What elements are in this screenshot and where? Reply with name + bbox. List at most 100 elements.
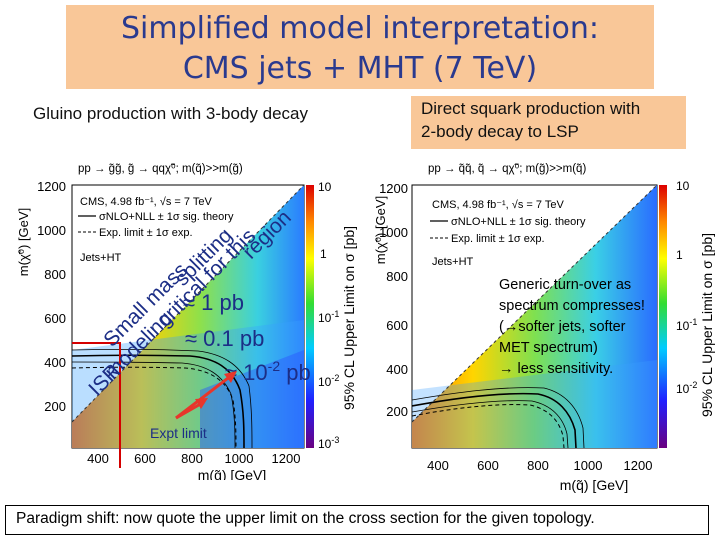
right-heading-box: Direct squark production with 2-body dec… (411, 96, 686, 149)
right-x-label: m(q̃) [GeV] (560, 477, 628, 493)
left-z-tick-base: 10 (318, 375, 332, 389)
right-observed-limit-up (412, 387, 585, 448)
left-y-tick: 1200 (37, 179, 66, 194)
right-y-tick: 400 (386, 362, 408, 377)
right-z-tick: 1 (676, 248, 683, 262)
right-z-tick-base: 10 (676, 382, 690, 396)
left-x-tick: 800 (181, 451, 203, 466)
left-heatmap-low (200, 350, 304, 448)
left-y-tick: 200 (44, 399, 66, 414)
left-y-tick: 800 (44, 267, 66, 282)
left-x-tick: 1000 (225, 451, 254, 466)
left-z-tick-exp: -2 (331, 373, 339, 383)
left-x-ticks: 400 600 800 1000 1200 (87, 451, 300, 466)
footer-text: Paradigm shift: now quote the upper limi… (16, 510, 595, 527)
right-z-colorbar (659, 185, 667, 448)
left-z-tick: 10 (318, 180, 332, 194)
left-observed-limit-up (72, 348, 253, 448)
left-y-ticks: 1200 1000 800 600 400 200 (37, 179, 66, 414)
annotation-01pb: ≈ 0.1 pb (185, 326, 264, 351)
left-expected-limit (72, 366, 237, 448)
left-z-tick: 10-3 (318, 435, 339, 451)
left-chart: 1200 1000 800 600 400 200 400 600 800 10… (16, 163, 357, 480)
right-observed-limit-down (412, 400, 569, 448)
left-z-tick-exp: -1 (331, 309, 339, 319)
right-y-tick: 1200 (379, 181, 408, 196)
left-z-tick: 1 (320, 247, 327, 261)
left-z-tick-exp: -3 (331, 435, 339, 445)
right-y-tick: 800 (386, 269, 408, 284)
right-y-tick: 1000 (379, 225, 408, 240)
left-y-tick: 1000 (37, 223, 66, 238)
left-diagonal (71, 184, 305, 423)
right-chart: 1200 1000 800 600 400 200 400 600 800 10… (373, 163, 715, 493)
right-legend-line3: Exp. limit ± 1σ exp. (451, 233, 545, 245)
left-legend-line1: CMS, 4.98 fb⁻¹, √s = 7 TeV (80, 196, 212, 208)
left-y-tick: 400 (44, 355, 66, 370)
right-heatmap-shade (412, 360, 657, 448)
footer-box: Paradigm shift: now quote the upper limi… (5, 505, 709, 535)
right-observed-limit (412, 392, 577, 448)
expt-limit-arrow-right (175, 373, 233, 420)
right-x-tick: 600 (477, 458, 499, 473)
right-x-tick: 800 (527, 458, 549, 473)
annotation-1pb: ≈ 1 pb (183, 290, 244, 315)
right-heading-line1: Direct squark production with (421, 99, 641, 118)
left-legend-line4: Jets+HT (80, 252, 122, 264)
left-x-tick: 1200 (272, 451, 301, 466)
right-process-label: pp → q̃q̃, q̃ → qχ̃⁰; m(g̃)>>m(q̃) (428, 163, 586, 175)
slide-title-line1: Simplified model interpretation: (121, 11, 599, 46)
expt-limit-arrowhead-right (224, 371, 237, 383)
right-annotation-line5: → less sensitivity. (499, 361, 613, 377)
left-z-tick: 10-2 (318, 373, 339, 389)
title-banner: Simplified model interpretation: CMS jet… (66, 5, 654, 89)
left-legend-line2: σNLO+NLL ± 1σ sig. theory (99, 211, 234, 223)
right-z-tick: 10 (676, 179, 690, 193)
left-heading: Gluino production with 3-body decay (33, 104, 308, 123)
left-heatmap-shade (72, 320, 304, 448)
right-y-ticks: 1200 1000 800 600 400 200 (379, 181, 408, 419)
right-legend-line1: CMS, 4.98 fb⁻¹, √s = 7 TeV (432, 199, 564, 211)
right-diagonal (411, 184, 658, 423)
right-z-tick-exp: -1 (689, 317, 697, 327)
left-z-tick: 10-1 (318, 309, 339, 325)
left-y-label: m(χ̃⁰) [GeV] (16, 208, 31, 276)
left-process-label: pp → g̃g̃, g̃ → qqχ̃⁰; m(q̃)>>m(g̃) (78, 163, 243, 175)
left-z-tick-base: 10 (318, 311, 332, 325)
left-y-tick: 600 (44, 311, 66, 326)
right-legend-line4: Jets+HT (432, 256, 474, 268)
right-z-tick: 10-2 (676, 380, 697, 396)
right-annotation-line4: MET spectrum) (499, 340, 598, 356)
left-observed-limit (72, 354, 245, 448)
annotation-001pb: ≈ 10-2 pb (225, 358, 311, 385)
left-x-tick: 400 (87, 451, 109, 466)
right-expected-limit (412, 404, 565, 448)
right-heatmap-fill (412, 185, 657, 448)
right-z-tick-exp: -2 (689, 380, 697, 390)
right-annotation-line1: Generic turn-over as (499, 277, 631, 293)
right-z-label: 95% CL Upper Limit on σ [pb] (699, 233, 715, 417)
left-z-colorbar (306, 185, 314, 448)
right-y-tick: 200 (386, 404, 408, 419)
right-x-ticks: 400 600 800 1000 1200 (427, 458, 652, 473)
right-z-tick: 10-1 (676, 317, 697, 333)
right-x-tick: 400 (427, 458, 449, 473)
left-z-label: 95% CL Upper Limit on σ [pb] (341, 226, 357, 410)
left-x-tick: 600 (134, 451, 156, 466)
left-legend-line3: Exp. limit ± 1σ exp. (99, 227, 193, 239)
left-z-tick-base: 10 (318, 437, 332, 451)
right-annotation-line2: spectrum compresses! (499, 298, 645, 314)
right-annotation: Generic turn-over as spectrum compresses… (499, 277, 645, 377)
right-heading-line2: 2-body decay to LSP (421, 122, 579, 141)
right-annotation-line3: (→softer jets, softer (499, 319, 626, 335)
slide-title-line2: CMS jets + MHT (7 TeV) (182, 51, 538, 86)
left-red-frame (72, 342, 121, 468)
left-x-label: m(g̃) [GeV] (198, 467, 266, 480)
annotation-001pb-exp: -2 (268, 358, 281, 374)
right-x-tick: 1200 (624, 458, 653, 473)
annotation-001pb-suffix: pb (280, 360, 311, 385)
right-z-tick-base: 10 (676, 319, 690, 333)
left-heatmap-fill (72, 185, 304, 448)
annotation-expt-limit: Expt limit (150, 425, 207, 441)
right-legend-line2: σNLO+NLL ± 1σ sig. theory (451, 216, 586, 228)
